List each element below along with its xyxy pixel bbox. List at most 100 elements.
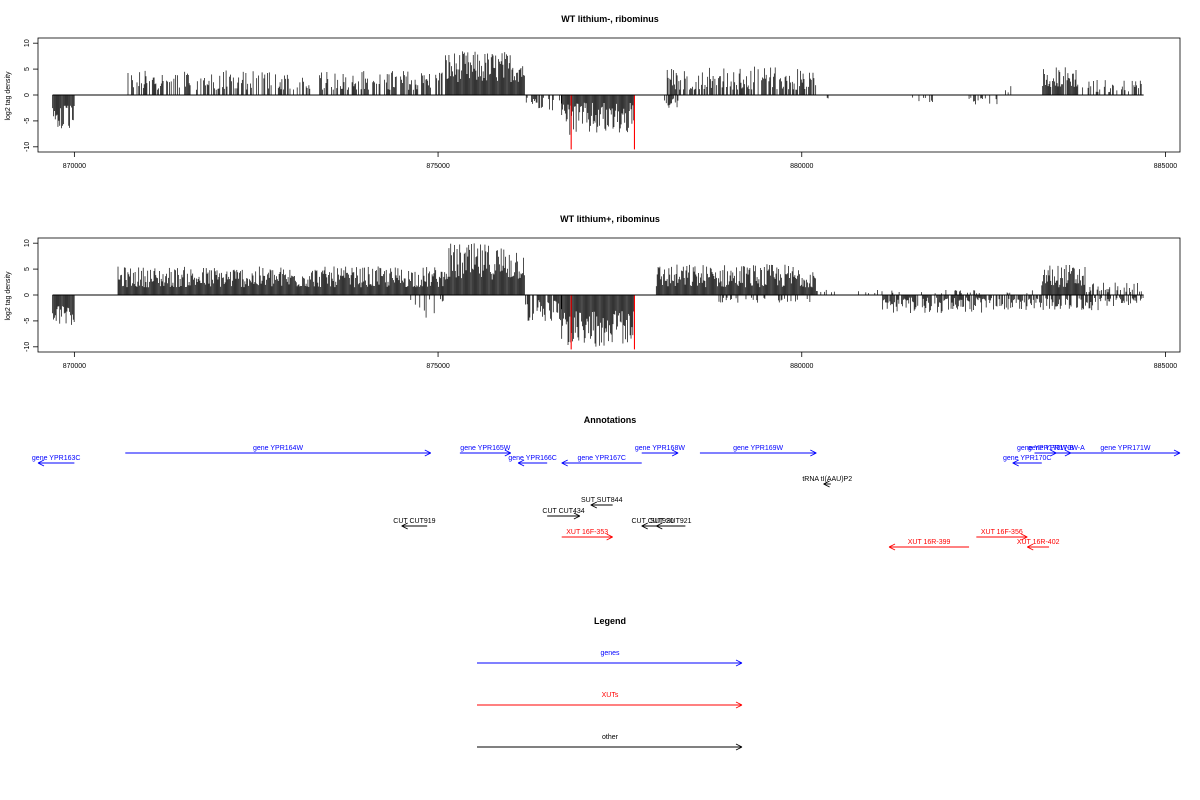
feature-other: CUT CUT919 xyxy=(393,518,436,530)
track-panel-lithium-plus: WT lithium+, ribominus log2 tag density … xyxy=(5,214,1181,370)
y-tick-label: 10 xyxy=(24,239,31,247)
x-tick-label: 875000 xyxy=(426,363,449,370)
y-tick-label: 0 xyxy=(24,93,31,97)
feature-arrow xyxy=(656,522,686,530)
feature-other: tRNA tI(AAU)P2 xyxy=(802,476,852,488)
feature-arrow xyxy=(561,533,613,541)
y-tick-label: 5 xyxy=(24,67,31,71)
legend-label: other xyxy=(602,734,619,741)
feature-label: gene YPR170W-B xyxy=(1017,445,1074,452)
feature-arrow xyxy=(401,522,428,530)
x-tick-label: 880000 xyxy=(790,163,813,170)
legend-entry-other: other xyxy=(477,734,743,751)
x-axis: 870000 875000 880000 885000 xyxy=(63,152,1177,170)
feature-label: SUT SUT844 xyxy=(581,497,623,504)
feature-gene: gene YPR166C xyxy=(508,455,557,467)
feature-gene: gene YPR169W xyxy=(699,445,817,457)
legend-entry-gene: genes xyxy=(477,650,743,667)
feature-arrow xyxy=(1027,543,1050,551)
legend-arrow xyxy=(477,701,743,709)
track-panel-lithium-minus: WT lithium-, ribominus log2 tag density … xyxy=(5,14,1181,170)
feature-arrow xyxy=(1012,459,1042,467)
annotations-title: Annotations xyxy=(584,415,637,425)
feature-label: XUT 16F-353 xyxy=(566,529,608,536)
y-tick-label: -5 xyxy=(24,118,31,124)
feature-label: gene YPR167C xyxy=(577,455,626,462)
feature-label: CUT CUT919 xyxy=(393,518,435,525)
feature-xut: XUT 16F-356 xyxy=(976,529,1028,541)
feature-label: SUT SUT921 xyxy=(650,518,692,525)
feature-label: XUT 16R-402 xyxy=(1017,539,1060,546)
feature-label: gene YPR168W xyxy=(635,445,685,452)
feature-arrow xyxy=(641,449,679,457)
legend-entry-xut: XUTs xyxy=(477,692,743,709)
feature-layer: gene YPR163C gene YPR164W gene YPR165W gene… xyxy=(32,445,1181,551)
feature-label: XUT 16F-356 xyxy=(981,529,1023,536)
feature-label: gene YPR169W xyxy=(733,445,783,452)
feature-gene: gene YPR171W xyxy=(1070,445,1181,457)
feature-arrow xyxy=(37,459,75,467)
feature-xut: XUT 16R-399 xyxy=(888,539,970,551)
feature-gene: gene YPR170C xyxy=(1003,455,1052,467)
feature-label: gene YPR170W-A xyxy=(1028,445,1085,452)
x-tick-label: 880000 xyxy=(790,363,813,370)
y-axis: -10 -5 0 5 10 xyxy=(24,239,38,352)
x-tick-label: 870000 xyxy=(63,363,86,370)
x-tick-label: 875000 xyxy=(426,163,449,170)
feature-label: XUT 16R-399 xyxy=(908,539,951,546)
feature-arrow xyxy=(976,533,1028,541)
feature-gene: gene YPR167C xyxy=(561,455,642,467)
y-axis-label: log2 tag density xyxy=(5,71,12,121)
feature-arrow xyxy=(823,480,831,488)
feature-arrow xyxy=(459,449,512,457)
feature-label: gene YPR165W xyxy=(460,445,510,452)
y-tick-label: -10 xyxy=(24,342,31,352)
y-tick-label: 0 xyxy=(24,293,31,297)
legend-label: genes xyxy=(600,650,620,657)
x-axis: 870000 875000 880000 885000 xyxy=(63,352,1177,370)
legend-title: Legend xyxy=(594,616,626,626)
x-tick-label: 870000 xyxy=(63,163,86,170)
feature-arrow xyxy=(590,501,613,509)
feature-gene: gene YPR170W-A xyxy=(1028,445,1085,457)
feature-label: CUT CUT434 xyxy=(542,508,584,515)
feature-gene: gene YPR168W xyxy=(635,445,685,457)
legend: Legend genes XUTs other xyxy=(477,616,743,751)
feature-label: CUT CUT920 xyxy=(632,518,674,525)
panel-title: WT lithium+, ribominus xyxy=(560,214,660,224)
y-axis: -10 -5 0 5 10 xyxy=(24,39,38,152)
feature-arrow xyxy=(517,459,548,467)
feature-arrow xyxy=(1041,449,1072,457)
y-axis-label: log2 tag density xyxy=(5,271,12,321)
feature-label: gene YPR171W xyxy=(1100,445,1150,452)
feature-arrow xyxy=(888,543,970,551)
feature-gene: gene YPR163C xyxy=(32,455,81,467)
feature-label: gene YPR164W xyxy=(253,445,303,452)
feature-xut: XUT 16F-353 xyxy=(561,529,613,541)
feature-arrow xyxy=(547,512,581,520)
feature-other: SUT SUT921 xyxy=(650,518,692,530)
legend-entries: genes XUTs other xyxy=(477,650,743,751)
feature-other: SUT SUT844 xyxy=(581,497,623,509)
feature-label: tRNA tI(AAU)P2 xyxy=(802,476,852,483)
feature-arrow xyxy=(1070,449,1181,457)
feature-label: gene YPR163C xyxy=(32,455,81,462)
feature-xut: XUT 16R-402 xyxy=(1017,539,1060,551)
feature-other: CUT CUT434 xyxy=(542,508,585,520)
legend-arrow xyxy=(477,743,743,751)
y-tick-label: 10 xyxy=(24,39,31,47)
x-tick-label: 885000 xyxy=(1154,163,1177,170)
x-tick-label: 885000 xyxy=(1154,363,1177,370)
legend-arrow xyxy=(477,659,743,667)
signal-bars xyxy=(52,51,1144,150)
y-tick-label: 5 xyxy=(24,267,31,271)
feature-label: gene YPR166C xyxy=(508,455,557,462)
feature-gene: gene YPR164W xyxy=(125,445,431,457)
panel-title: WT lithium-, ribominus xyxy=(561,14,659,24)
y-tick-label: -10 xyxy=(24,142,31,152)
legend-label: XUTs xyxy=(602,692,619,699)
signal-bars xyxy=(52,243,1144,350)
feature-arrow xyxy=(699,449,817,457)
